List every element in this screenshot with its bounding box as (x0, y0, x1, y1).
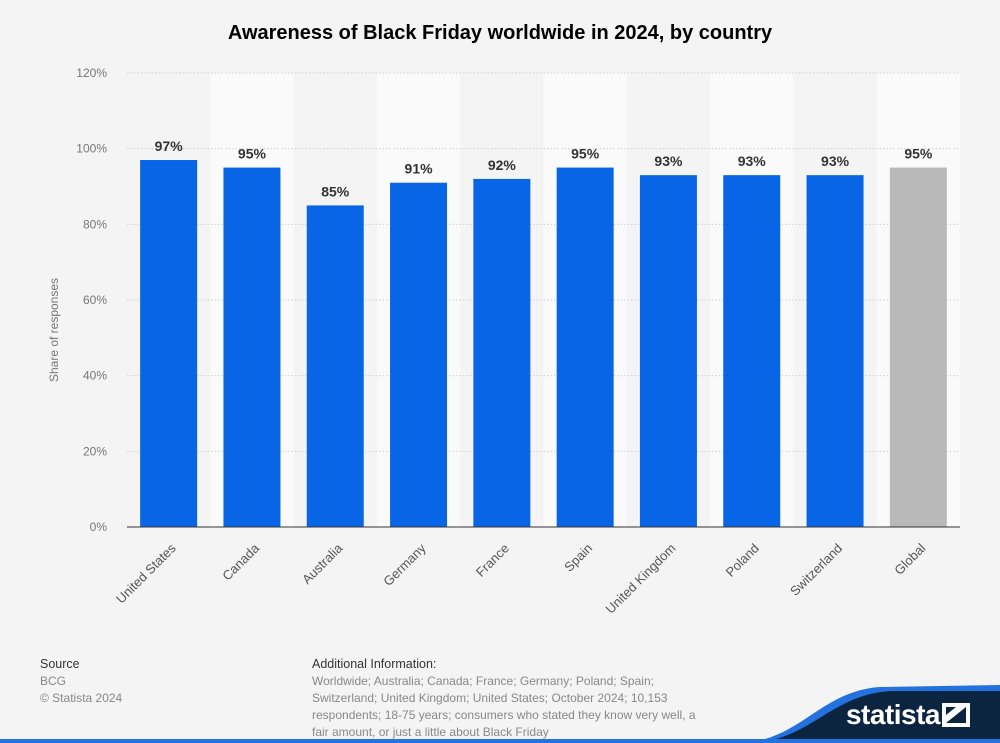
y-tick-label: 0% (90, 520, 108, 534)
bar (223, 167, 281, 528)
y-tick-label: 120% (76, 66, 107, 80)
data-label: 93% (821, 153, 850, 169)
bottom-accent-bar (0, 739, 1000, 743)
statista-logo-icon (942, 703, 970, 727)
bar (889, 167, 947, 528)
statista-logo[interactable]: statista (845, 699, 941, 730)
data-label: 95% (904, 146, 933, 162)
bar (723, 175, 781, 527)
x-tick-label: France (473, 541, 512, 580)
bar (306, 205, 364, 527)
x-tick-label: Switzerland (787, 541, 845, 599)
x-tick-label: United Kingdom (603, 541, 679, 617)
info-line: respondents; 18-75 years; consumers who … (312, 708, 696, 722)
y-tick-label: 100% (76, 142, 107, 156)
bar-chart: 0% 20% 40% 60% 80% 100% 120% Share of responses… (47, 66, 960, 617)
source-heading: Source (40, 657, 80, 671)
data-label: 93% (738, 153, 767, 169)
data-label: 91% (405, 161, 434, 177)
data-label: 97% (155, 138, 184, 154)
chart-title: Awareness of Black Friday worldwide in 2… (227, 22, 773, 44)
data-label: 85% (321, 183, 350, 199)
bar (806, 175, 864, 527)
x-tick-label: Canada (219, 540, 262, 583)
y-tick-label: 80% (83, 217, 107, 231)
additional-info: Additional Information: Worldwide; Austr… (312, 656, 696, 741)
bar (556, 167, 614, 528)
copyright: © Statista 2024 (40, 691, 123, 705)
y-axis-label: Share of responses (47, 278, 61, 382)
source-name: BCG (40, 674, 67, 688)
bar (390, 182, 448, 527)
statista-logo-background (740, 685, 1000, 743)
data-label: 93% (654, 153, 683, 169)
data-label: 92% (488, 157, 517, 173)
info-line: fair amount, or just a little about Blac… (312, 725, 549, 739)
source-block: Source BCG © Statista 2024 (40, 656, 122, 707)
x-tick-label: Global (891, 540, 928, 577)
x-tick-label: Germany (380, 540, 429, 589)
info-heading: Additional Information: (312, 657, 437, 671)
x-tick-label: United States (113, 540, 179, 606)
x-tick-label: Australia (299, 540, 346, 587)
x-tick-label: Spain (561, 541, 595, 575)
bar (639, 175, 697, 527)
y-tick-label: 40% (83, 369, 107, 383)
info-line: Worldwide; Australia; Canada; France; Ge… (312, 674, 654, 688)
data-label: 95% (571, 146, 600, 162)
data-label: 95% (238, 146, 267, 162)
y-tick-label: 20% (83, 444, 107, 458)
bar (140, 160, 198, 527)
y-tick-label: 60% (83, 293, 107, 307)
info-line: Switzerland; United Kingdom; United Stat… (312, 691, 668, 705)
bar (473, 178, 531, 527)
x-tick-label: Poland (723, 541, 762, 580)
